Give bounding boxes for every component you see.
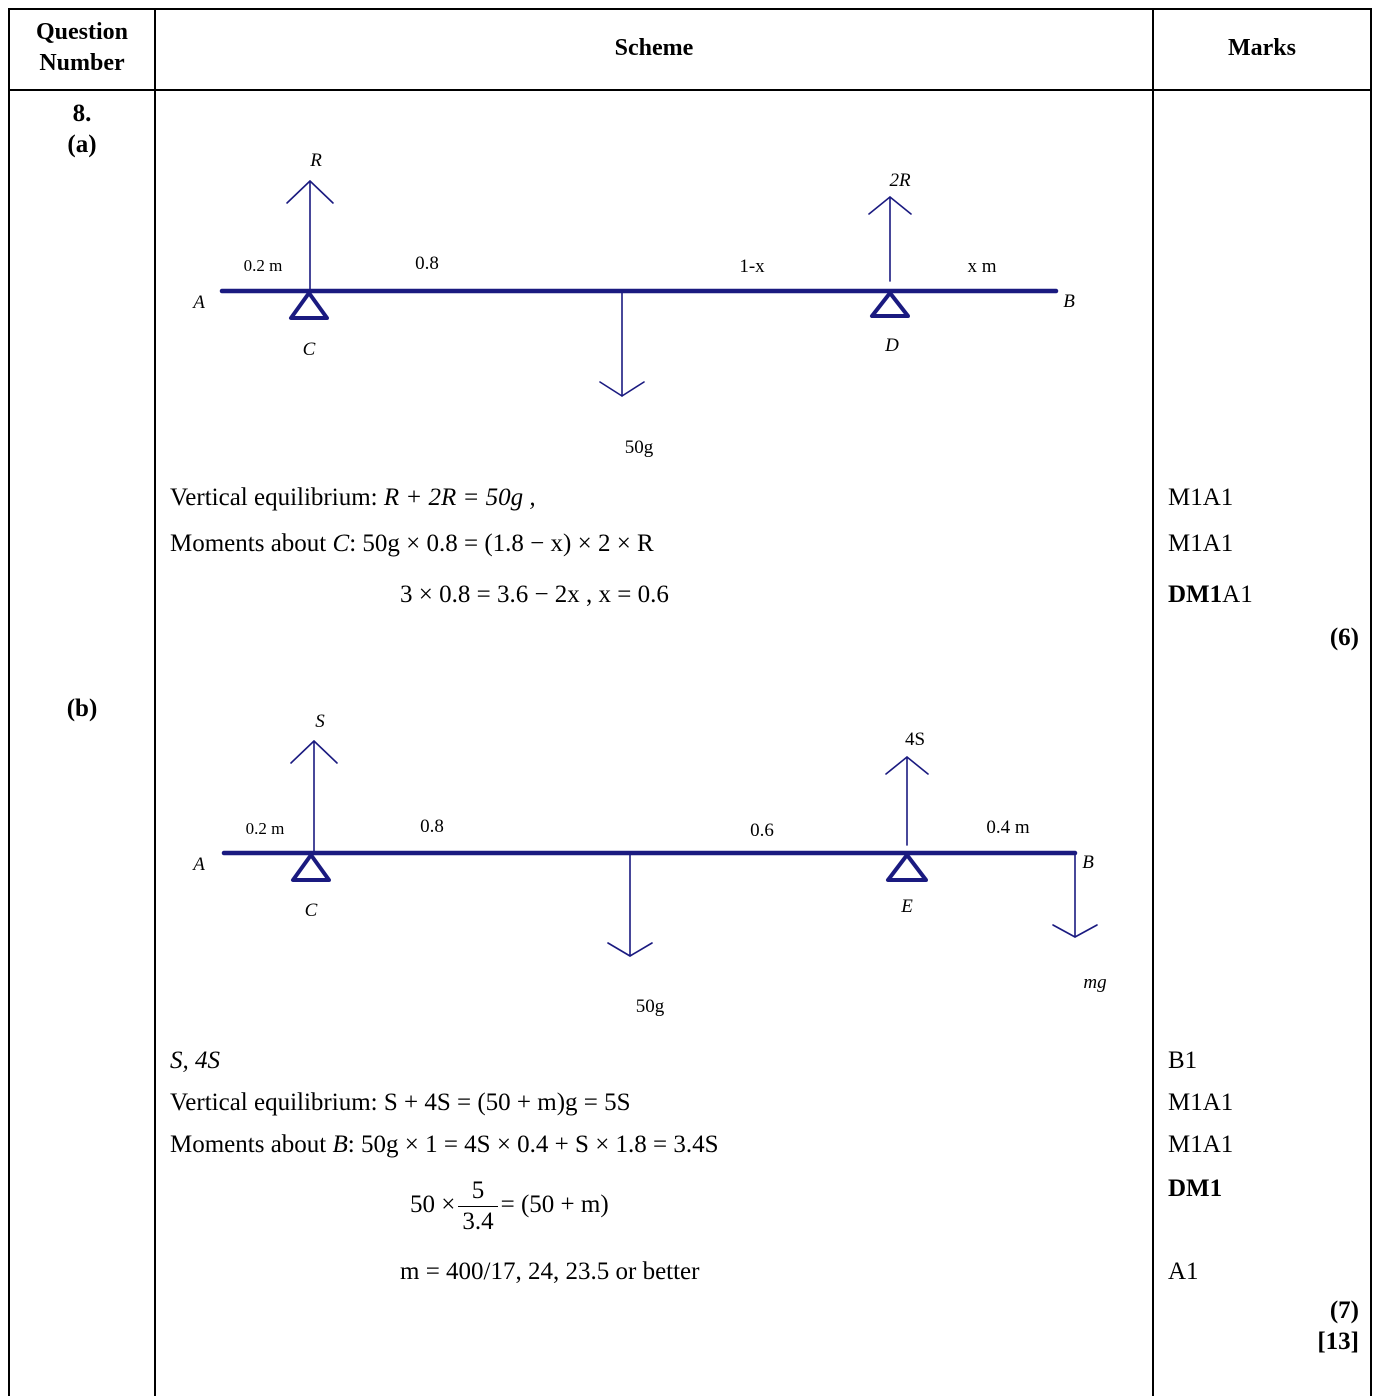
part-b-total: (7) [1329,1297,1359,1324]
part-a-line-2-point: C [332,530,350,557]
label-force-2r: 2R [889,170,911,191]
label-support-e-b: E [900,896,913,917]
part-a-mark-2: M1A1 [1168,530,1234,557]
label-dist-4-b: 0.4 m [986,817,1030,838]
fraction-denominator: 3.4 [462,1207,494,1235]
part-b-mark-1: B1 [1168,1047,1198,1074]
force-s-arrowhead [290,740,338,764]
support-c-a [289,291,329,320]
part-b-line-4-rhs: = (50 + m) [500,1191,609,1218]
table-border-left [8,8,10,1396]
label-dist-2-b: 0.8 [420,816,444,837]
header-question-number: Question Number [35,19,128,76]
part-b-line-2-prefix: Vertical equilibrium: [170,1089,384,1116]
label-end-a-a: A [191,292,205,313]
label-dist-1-b: 0.2 m [246,819,285,838]
part-b-mark-2: M1A1 [1168,1089,1234,1116]
part-b-line-4-lhs: 50 × [410,1191,456,1218]
beam-diagram-b: S 4S 0.2 m 0.8 0.6 0.4 m A B C E mg 50g [191,711,1106,1017]
part-a-mark-3-rest: A1 [1222,581,1253,608]
force-r-arrowhead [286,180,334,204]
support-c-b [291,853,331,882]
table-border-top [8,8,1372,10]
label-end-b-a: B [1063,291,1075,312]
part-a-label: (a) [67,131,97,158]
label-support-d-a: D [884,335,899,356]
force-4s-arrowhead [885,756,929,775]
part-a-line-1-math: R + 2R = 50g , [383,484,536,511]
part-a-line-2-math: 50g × 0.8 = (1.8 − x) × 2 × R [362,530,654,557]
support-e-b [886,853,928,882]
part-a-line-3-math: 3 × 0.8 = 3.6 − 2x , x = 0.6 [400,581,669,608]
header-scheme: Scheme [614,35,694,61]
label-dist-2-a: 0.8 [415,253,439,274]
fraction-numerator: 5 [458,1176,498,1207]
part-b-line-2-math: S + 4S = (50 + m)g = 5S [383,1089,631,1116]
question-grand-total: [13] [1317,1328,1359,1355]
part-a-line-2: Moments about C: 50g × 0.8 = (1.8 − x) ×… [170,529,654,559]
support-d-a [870,291,910,318]
part-b-line-3-colon: : [347,1131,361,1158]
part-a-mark-3: DM1A1 [1168,580,1253,610]
part-b-label: (b) [66,695,98,722]
part-a-line-3: 3 × 0.8 = 3.6 − 2x , x = 0.6 [400,580,669,610]
label-force-4s: 4S [905,729,925,750]
label-support-c-b: C [305,900,318,921]
part-b-mark-3: M1A1 [1168,1131,1234,1158]
part-a-mark-1: M1A1 [1168,484,1234,511]
load-mg-arrowhead [1052,924,1098,938]
part-b-line-1: S, 4S [170,1047,220,1074]
label-end-b-b: B [1082,852,1094,873]
part-b-line-3: Moments about B: 50g × 1 = 4S × 0.4 + S … [170,1130,719,1160]
part-b-mark-4: DM1 [1168,1175,1223,1202]
part-b-line-3-point: B [332,1131,348,1158]
weight-arrowhead-a [599,381,645,397]
part-b-line-2: Vertical equilibrium: S + 4S = (50 + m)g… [170,1088,631,1118]
force-2r-arrowhead [868,196,912,215]
question-number: 8. [72,100,92,127]
part-b-line-3-prefix: Moments about [170,1131,333,1158]
label-end-a-b: A [191,854,205,875]
label-dist-4-a: x m [967,256,996,277]
part-a-line-1-prefix: Vertical equilibrium: [170,484,384,511]
table-col-divider-2 [1152,8,1154,1396]
part-b-line-3-math: 50g × 1 = 4S × 0.4 + S × 1.8 = 3.4S [360,1131,719,1158]
beam-diagram-a: R 2R 0.2 m 0.8 1-x x m A B C D 50g [191,150,1075,458]
label-force-s: S [315,711,325,732]
part-b-line-4: 50 × 5 3.4 = (50 + m) [410,1175,609,1237]
table-col-divider-1 [154,8,156,1396]
part-b-mark-5: A1 [1168,1258,1199,1285]
table-border-right [1370,8,1372,1396]
label-dist-3-b: 0.6 [750,820,774,841]
part-a-total: (6) [1329,624,1359,651]
part-a-line-2-prefix: Moments about [170,530,333,557]
part-a-line-2-colon: : [349,530,363,557]
part-a-mark-3-bold: DM1 [1168,581,1223,608]
label-dist-3-a: 1-x [739,256,765,277]
label-dist-1-a: 0.2 m [244,256,283,275]
table-header-divider [8,89,1372,91]
header-marks: Marks [1228,35,1296,61]
part-b-line-4-fraction: 5 3.4 [458,1176,498,1237]
part-b-line-5: m = 400/17, 24, 23.5 or better [400,1258,700,1285]
label-load-mg: mg [1083,972,1106,993]
part-a-line-1: Vertical equilibrium: R + 2R = 50g , [170,483,536,513]
label-support-c-a: C [303,339,316,360]
label-force-r: R [309,150,322,171]
label-weight-a: 50g [625,437,654,458]
weight-arrowhead-b [607,942,653,957]
label-weight-b: 50g [636,996,665,1017]
